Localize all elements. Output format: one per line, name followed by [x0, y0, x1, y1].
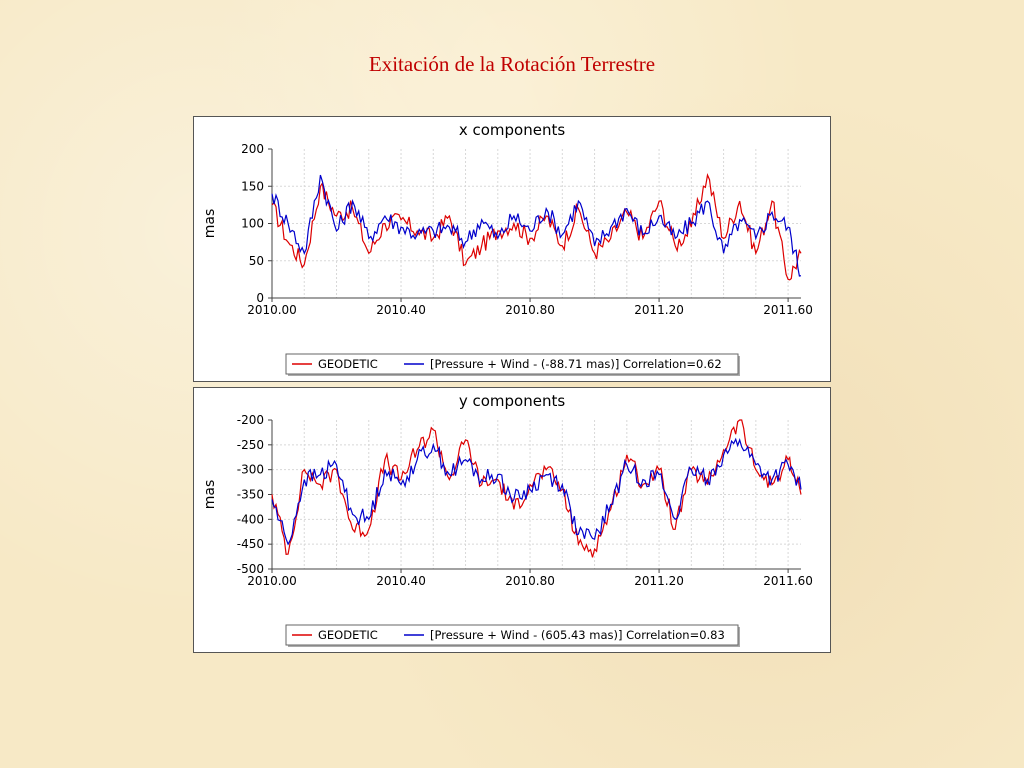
y-y-tick-label: -350	[237, 488, 264, 502]
x-components-chart: x components 0 50 100 150 200 2010.00 2010.40 20…	[202, 121, 813, 376]
y-components-chart: y components -500 -450 -400 -350 -300 -250 -200…	[202, 392, 813, 647]
x-y-tick-label: 150	[241, 179, 264, 193]
y-x-tick-label: 2010.80	[505, 574, 555, 588]
y-y-tick-label: -250	[237, 438, 264, 452]
y-y-tick-label: -400	[237, 512, 264, 526]
y-y-tick-label: -200	[237, 413, 264, 427]
slide-title: Exitación de la Rotación Terrestre	[368, 52, 656, 76]
x-legend-label-pressure-wind: [Pressure + Wind - (-88.71 mas)] Correla…	[430, 357, 722, 371]
y-chart-title: y components	[459, 392, 566, 410]
x-y-tick-label: 200	[241, 142, 264, 156]
y-x-tick-label: 2010.00	[247, 574, 297, 588]
y-x-tick-label: 2011.60	[763, 574, 813, 588]
y-y-tick-label: -300	[237, 463, 264, 477]
x-x-tick-label: 2011.20	[634, 303, 684, 317]
y-y-axis-label: mas	[202, 480, 218, 510]
x-y-tick-label: 100	[241, 217, 264, 231]
x-x-tick-label: 2010.80	[505, 303, 555, 317]
x-x-tick-label: 2011.60	[763, 303, 813, 317]
x-y-axis-label: mas	[202, 209, 218, 239]
x-chart-title: x components	[459, 121, 566, 139]
x-components-chart-panel: x components 0 50 100 150 200 2010.00 2010.40 20…	[193, 116, 831, 382]
x-y-tick-label: 0	[256, 291, 264, 305]
y-legend-label-geodetic: GEODETIC	[318, 628, 378, 642]
y-y-tick-label: -500	[237, 562, 264, 576]
x-series-pressure-wind-line	[271, 174, 802, 277]
y-legend-label-pressure-wind: [Pressure + Wind - (605.43 mas)] Correla…	[430, 628, 725, 642]
y-components-chart-panel: y components -500 -450 -400 -350 -300 -250 -200…	[193, 387, 831, 653]
x-x-tick-label: 2010.00	[247, 303, 297, 317]
y-x-tick-label: 2011.20	[634, 574, 684, 588]
y-series-pressure-wind-line	[271, 437, 802, 546]
y-series-geodetic-line	[271, 419, 802, 558]
x-y-tick-label: 50	[249, 254, 264, 268]
y-y-tick-label: -450	[237, 537, 264, 551]
x-series-geodetic-line	[271, 173, 802, 281]
y-x-tick-label: 2010.40	[376, 574, 426, 588]
x-legend-label-geodetic: GEODETIC	[318, 357, 378, 371]
x-x-tick-label: 2010.40	[376, 303, 426, 317]
y-legend	[285, 624, 739, 646]
x-legend	[285, 353, 739, 375]
